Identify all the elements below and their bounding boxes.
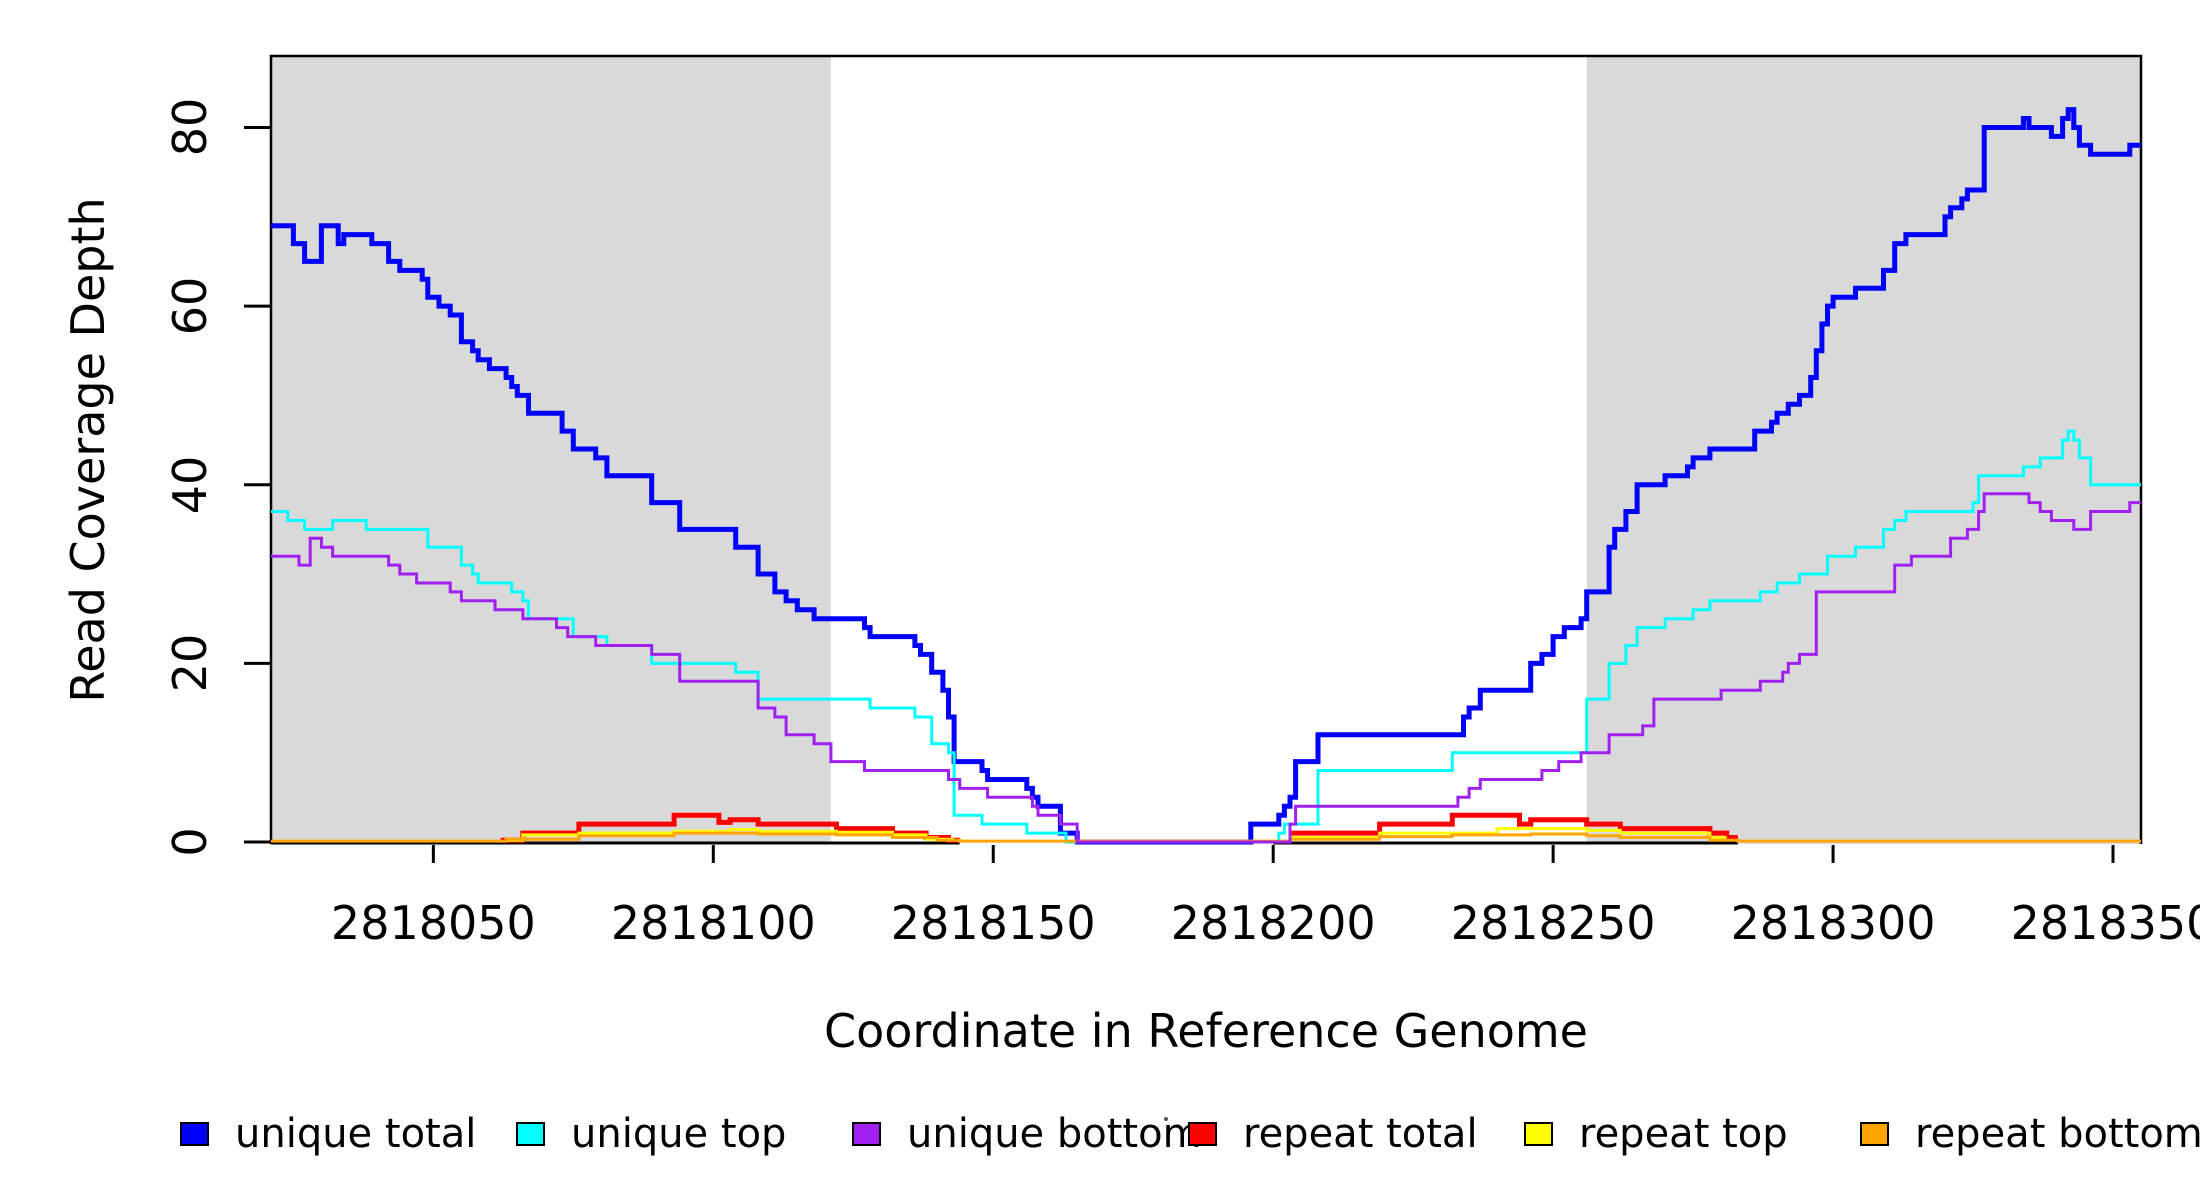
repeat-bottom-swatch-icon: [1860, 1122, 1889, 1146]
unique-bottom-swatch-icon: [852, 1122, 881, 1146]
x-tick-label: 2818050: [330, 896, 536, 950]
shaded-region: [1586, 57, 2141, 844]
y-tick-label: 40: [163, 455, 217, 514]
series-repeat-top: [506, 828, 955, 842]
legend-label: repeat top: [1579, 1111, 1788, 1157]
plot-box: [269, 54, 2143, 844]
y-tick-label: 20: [163, 634, 217, 693]
unique-top-swatch-icon: [516, 1122, 545, 1146]
y-tick-label: 80: [163, 98, 217, 157]
series-unique-top: [271, 429, 2141, 844]
x-tick-label: 2818150: [890, 896, 1096, 950]
legend-item-unique-top: unique top: [516, 1111, 787, 1157]
shaded-region: [271, 57, 831, 844]
legend-item-repeat-top: repeat top: [1524, 1111, 1788, 1157]
x-tick-label: 2818300: [1730, 896, 1936, 950]
legend-label: unique top: [571, 1111, 787, 1157]
series-unique-bottom: [271, 492, 2141, 844]
repeat-total-swatch-icon: [1188, 1122, 1217, 1146]
unique-total-swatch-icon: [180, 1122, 209, 1146]
x-tick-label: 2818100: [610, 896, 816, 950]
legend-item-unique-total: unique total: [180, 1111, 477, 1157]
legend-item-unique-bottom: unique bottom: [852, 1111, 1202, 1157]
x-tick-label: 2818250: [1450, 896, 1656, 950]
series-unique-total: [271, 107, 2141, 845]
legend-item-repeat-total: repeat total: [1188, 1111, 1478, 1157]
repeat-top-swatch-icon: [1524, 1122, 1553, 1146]
stray-dot: [1164, 1117, 1168, 1121]
x-tick-label: 2818200: [1170, 896, 1376, 950]
legend-label: unique bottom: [907, 1111, 1202, 1157]
series-repeat-top: [1290, 827, 1727, 839]
y-axis-title: Read Coverage Depth: [61, 197, 115, 703]
legend-label: unique total: [235, 1111, 477, 1157]
y-tick-label: 60: [163, 276, 217, 336]
legend-label: repeat total: [1243, 1111, 1478, 1157]
legend-label: repeat bottom: [1915, 1111, 2200, 1157]
x-tick-label: 2818350: [2010, 896, 2200, 950]
legend-item-repeat-bottom: repeat bottom: [1860, 1111, 2200, 1157]
series-repeat-total: [1290, 812, 1738, 840]
x-axis-title: Coordinate in Reference Genome: [824, 1004, 1588, 1058]
y-tick-label: 0: [163, 827, 217, 857]
